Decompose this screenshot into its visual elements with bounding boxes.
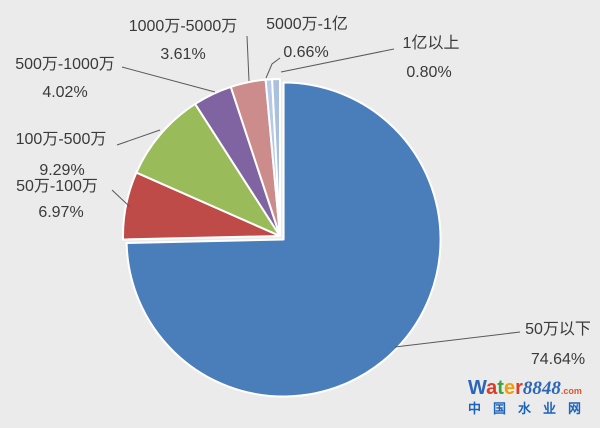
slice-label-name-0: 50万以下: [525, 321, 591, 338]
slice-label-percent-4: 3.61%: [160, 46, 206, 63]
slice-label-percent-5: 0.66%: [283, 44, 329, 61]
watermark-letter: a: [486, 377, 498, 399]
leader-line-4: [246, 35, 250, 82]
slice-label-name-5: 5000万-1亿: [266, 16, 348, 33]
slice-label-name-2: 100万-500万: [15, 131, 107, 148]
slice-label-name-1: 50万-100万: [16, 178, 98, 195]
pie-slice-2: [135, 102, 281, 237]
leader-line-0: [394, 331, 521, 348]
pie-slice-6: [271, 78, 281, 237]
slice-label-percent-1: 6.97%: [38, 204, 84, 221]
leader-line-5: [265, 57, 281, 79]
slice-label-name-4: 1000万-5000万: [128, 18, 238, 35]
pie-slice-0: [125, 81, 442, 398]
watermark-letter: r: [515, 377, 523, 399]
slice-label-percent-0: 74.64%: [530, 351, 586, 368]
watermark-tld: .com: [560, 386, 582, 396]
watermark-letter: e: [503, 377, 516, 399]
watermark: Water8848.com 中国水业网: [468, 378, 598, 415]
slice-label-percent-2: 9.29%: [39, 162, 85, 179]
watermark-letter: t: [497, 377, 504, 399]
watermark-subtitle: 中国水业网: [468, 401, 594, 416]
watermark-letter: W: [468, 377, 487, 399]
leader-line-2: [116, 129, 161, 146]
watermark-number: 8848: [522, 378, 561, 399]
watermark-logo: Water8848.com: [468, 378, 598, 398]
slice-label-percent-6: 0.80%: [406, 64, 452, 81]
slice-label-percent-3: 4.02%: [42, 84, 88, 101]
slice-label-name-6: 1亿以上: [402, 35, 460, 52]
slice-label-name-3: 500万-1000万: [15, 56, 115, 73]
leader-line-1: [111, 189, 131, 208]
leader-line-3: [121, 66, 216, 93]
leader-line-6: [280, 48, 395, 73]
